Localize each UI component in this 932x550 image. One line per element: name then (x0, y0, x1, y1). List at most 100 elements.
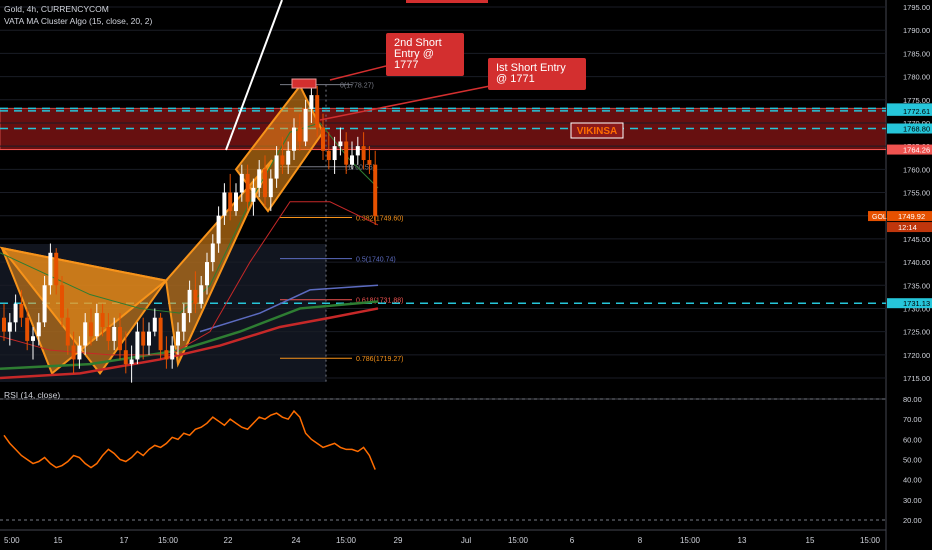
candle (222, 192, 227, 216)
candle (54, 252, 59, 286)
candle (48, 252, 53, 286)
entry-marker (291, 78, 317, 89)
price-level-badge-text: 1768.80 (903, 125, 930, 134)
candle (83, 322, 88, 346)
candle (361, 146, 366, 161)
candle (152, 317, 157, 332)
candle (193, 289, 198, 304)
price-level-badge (887, 144, 932, 155)
candle (65, 317, 70, 346)
rsi-tick-label: 70.00 (903, 415, 922, 424)
candle (297, 127, 302, 142)
price-tick-label: 1715.00 (903, 374, 930, 383)
band-upper (0, 122, 379, 314)
second-short-callout[interactable]: 2nd Short Entry @ 1777 (386, 33, 464, 76)
candle (187, 289, 192, 314)
time-tick-label: 22 (224, 536, 233, 545)
candle (19, 303, 24, 318)
price-tick-label: 1795.00 (903, 3, 930, 12)
fib-label: 0.5(1740.74) (356, 257, 396, 264)
candle (245, 173, 250, 202)
candle (158, 317, 163, 351)
pattern-abc (0, 246, 168, 376)
price-tick-label: 1790.00 (903, 26, 930, 35)
time-tick-label: 29 (394, 536, 403, 545)
first-short-pointer (319, 85, 491, 121)
time-tick-label: 15 (54, 536, 63, 545)
candle (13, 303, 18, 323)
fib-label: (1760.56) (345, 165, 375, 172)
candle (280, 155, 285, 165)
time-tick-label: 6 (570, 536, 575, 545)
candle (129, 359, 134, 365)
candle (170, 345, 175, 360)
candle (181, 313, 186, 332)
price-level-badge (887, 105, 932, 116)
second-short-pointer (329, 65, 387, 81)
price-tick-label: 1745.00 (903, 235, 930, 244)
moving-averages (0, 122, 379, 380)
first-short-text: Ist Short Entry @ 1771 (496, 62, 566, 85)
time-tick-label: 5:00 (4, 536, 20, 545)
candle (321, 127, 325, 151)
candle (2, 317, 6, 332)
candle (77, 345, 82, 360)
candle (367, 160, 372, 165)
price-tick-label: 1775.00 (903, 96, 930, 105)
candle (60, 285, 64, 318)
price-tick-label: 1725.00 (903, 328, 930, 337)
candle (31, 336, 35, 341)
candlestick-series (2, 81, 378, 383)
candle (135, 331, 140, 360)
last-price-tag (868, 211, 886, 222)
price-level-badge-text: 1731.13 (903, 299, 930, 308)
rsi-title: RSI (14, close) (4, 390, 60, 400)
candle (36, 322, 41, 337)
candle (315, 95, 320, 128)
time-tick-label: 15:00 (158, 536, 179, 545)
rsi-tick-label: 20.00 (903, 516, 922, 525)
price-tick-label: 1780.00 (903, 73, 930, 82)
indicator-title: VATA MA Cluster Algo (15, close, 20, 2) (4, 16, 153, 26)
time-tick-label: 8 (638, 536, 643, 545)
time-tick-label: 15:00 (336, 536, 357, 545)
last-price-badge (887, 211, 932, 222)
symbol-title: Gold, 4h, CURRENCYCOM (4, 4, 109, 14)
ma-purple (199, 284, 379, 333)
candle (89, 322, 93, 337)
candle (338, 141, 343, 147)
watermark-box (570, 122, 624, 139)
time-tick-label: Jul (461, 536, 471, 545)
candle (147, 331, 151, 346)
candle (257, 169, 262, 188)
price-tick-label: 1770.00 (903, 119, 930, 128)
first-short-callout[interactable]: Ist Short Entry @ 1771 (488, 58, 586, 90)
candle (112, 326, 117, 341)
candle (350, 155, 354, 165)
price-tick-label: 1720.00 (903, 351, 930, 360)
candle (332, 146, 337, 161)
candle (118, 326, 122, 351)
price-level-badge (887, 123, 932, 134)
rsi-axis: 80.00 70.00 60.00 50.00 40.00 30.00 20.00 (903, 395, 922, 525)
candle (176, 331, 180, 346)
rsi-tick-label: 40.00 (903, 476, 922, 485)
offscreen-callout (406, 0, 488, 3)
candle (286, 150, 291, 165)
time-tick-label: 15 (806, 536, 815, 545)
countdown-text: 12:14 (898, 223, 917, 232)
candle (71, 345, 76, 360)
trend-line[interactable] (225, 0, 283, 151)
candle (234, 192, 238, 212)
candle (355, 146, 360, 156)
rsi-tick-label: 60.00 (903, 435, 922, 444)
candle (263, 169, 267, 198)
candle (251, 187, 256, 202)
rsi-tick-label: 30.00 (903, 496, 922, 505)
last-price-text: 1749.92 (898, 212, 925, 221)
ma-red (0, 307, 379, 380)
price-level-badge-text: 1772.61 (903, 107, 930, 116)
second-short-text: 2nd Short Entry @ 1777 (394, 37, 442, 71)
candle (164, 350, 169, 360)
